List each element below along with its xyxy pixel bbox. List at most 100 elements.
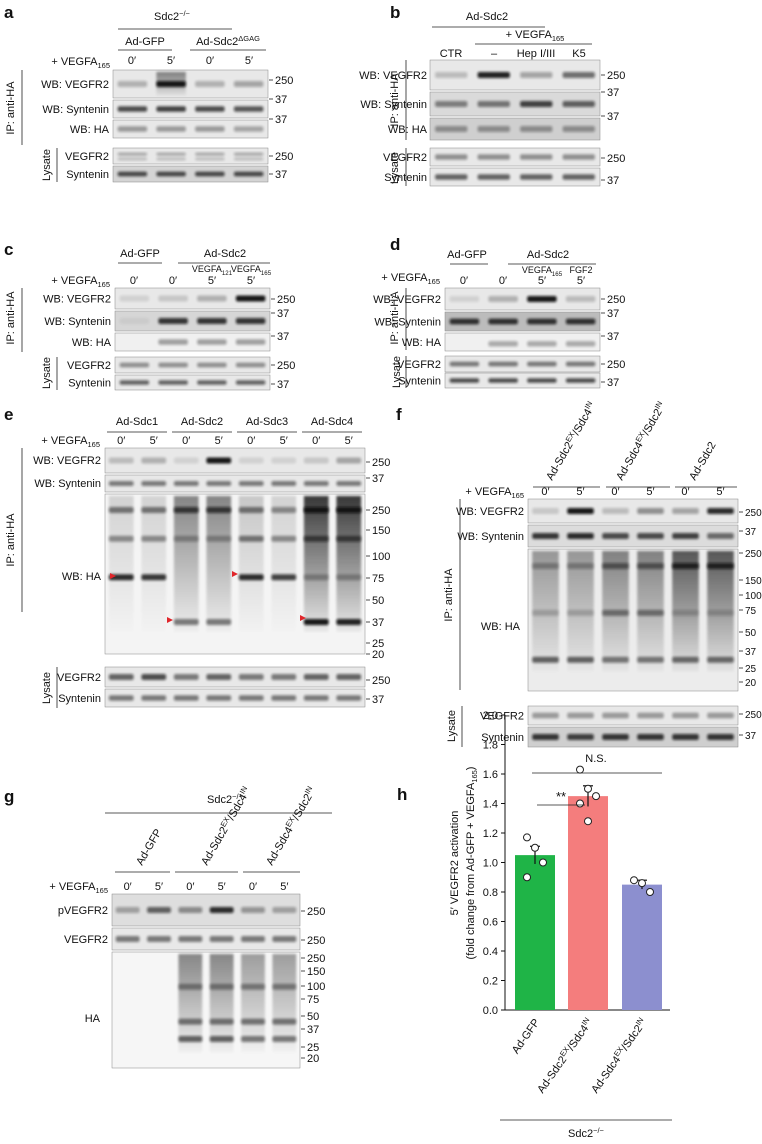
data-point <box>630 876 638 885</box>
row-label: WB: HA <box>481 621 521 633</box>
row-label: WB: VEGFR2 <box>456 506 524 518</box>
band <box>707 712 734 719</box>
vertical-label: Lysate <box>446 710 458 742</box>
blot <box>444 287 601 311</box>
mw-label: 250 <box>745 549 762 560</box>
time-label: 0′ <box>611 486 619 498</box>
arrowhead <box>167 617 173 623</box>
time-label: 0′ <box>681 486 689 498</box>
band <box>488 378 518 383</box>
time-label: 5′ <box>208 275 216 287</box>
row-label: WB: Syntenin <box>374 317 441 329</box>
label: Ad-Sdc4 <box>311 416 353 428</box>
blot <box>111 927 301 951</box>
smear <box>271 496 297 632</box>
band <box>435 126 468 132</box>
band <box>238 695 264 701</box>
mw-label: 50 <box>307 1011 319 1023</box>
label: Ad-Sdc2 <box>466 11 508 23</box>
row-label: WB: HA <box>402 337 442 349</box>
text-part: IN <box>580 1016 592 1027</box>
band <box>567 734 594 740</box>
band <box>158 339 188 345</box>
text-part: Ad-Sdc2 <box>196 36 238 48</box>
band <box>336 619 362 625</box>
band <box>303 619 329 625</box>
band <box>707 656 734 663</box>
mw-label: 37 <box>275 94 287 106</box>
band <box>173 674 199 680</box>
band <box>602 563 629 570</box>
label: + VEGFA165 <box>506 29 565 43</box>
text-part: + VEGFA <box>41 435 88 447</box>
band <box>303 695 329 701</box>
band <box>209 907 234 913</box>
band <box>602 656 629 663</box>
label: Ad-Sdc2 <box>204 248 246 260</box>
band <box>707 533 734 539</box>
row-label: WB: VEGFR2 <box>359 70 427 82</box>
band <box>271 674 297 680</box>
smear <box>178 954 203 1053</box>
blot <box>527 548 739 692</box>
text-part: IN <box>238 784 250 795</box>
text-part: + VEGFA <box>381 272 428 284</box>
mw-label: 37 <box>307 1024 319 1036</box>
blot <box>444 372 601 389</box>
band <box>336 674 362 680</box>
time-label: 0′ <box>460 275 468 287</box>
mw-label: 20 <box>372 649 384 661</box>
band <box>173 695 199 701</box>
band <box>477 174 510 180</box>
y-tick-label: 0.4 <box>483 946 498 958</box>
mw-label: 37 <box>275 114 287 126</box>
row-label: WB: Syntenin <box>457 531 524 543</box>
text-part: IN <box>634 1016 646 1027</box>
text-part: EX <box>284 815 297 828</box>
text-part: 165 <box>512 491 524 500</box>
band <box>672 656 699 663</box>
text-part: VEGFA <box>522 265 552 275</box>
vertical-label: IP: anti-HA <box>389 73 401 127</box>
y-axis-label: 5′ VEGFR2 activation <box>449 811 461 916</box>
blot <box>104 474 366 493</box>
text-part: (fold change from Ad-GFP + VEGFA <box>465 782 477 959</box>
band <box>241 936 265 942</box>
mw-label: 250 <box>277 294 295 306</box>
band <box>527 296 557 302</box>
band <box>178 907 203 913</box>
band <box>532 656 559 663</box>
text-part: /Sdc4 <box>570 407 594 437</box>
row-label: Syntenin <box>398 376 441 388</box>
band <box>197 339 227 345</box>
band <box>206 695 232 701</box>
mw-label: 37 <box>607 175 619 187</box>
band <box>156 126 186 132</box>
band <box>271 535 297 542</box>
mw-label: 37 <box>372 473 384 485</box>
band <box>141 535 167 542</box>
band <box>520 72 553 78</box>
text-part: + VEGFA <box>51 56 98 68</box>
time-label: 5′ <box>280 881 288 893</box>
text-part: IN <box>303 784 315 795</box>
y-tick-label: 0.8 <box>483 887 498 899</box>
band <box>233 152 264 156</box>
blot <box>112 99 269 119</box>
band <box>195 157 225 161</box>
text-part: Ad-Sdc4 <box>264 825 295 868</box>
data-point <box>592 792 600 801</box>
band <box>178 936 203 942</box>
mw-label: 37 <box>275 169 287 181</box>
label: Sdc2−/− <box>154 9 190 23</box>
band <box>195 171 225 177</box>
row-label: Syntenin <box>481 732 524 744</box>
annotation: N.S. <box>585 753 606 765</box>
band <box>272 936 297 942</box>
label: + VEGFA165 <box>381 272 440 286</box>
text-part: 165 <box>428 277 440 286</box>
text-part: + VEGFA <box>49 881 96 893</box>
band <box>602 609 629 616</box>
band <box>197 380 227 385</box>
text-part: ΔGAG <box>238 34 260 43</box>
